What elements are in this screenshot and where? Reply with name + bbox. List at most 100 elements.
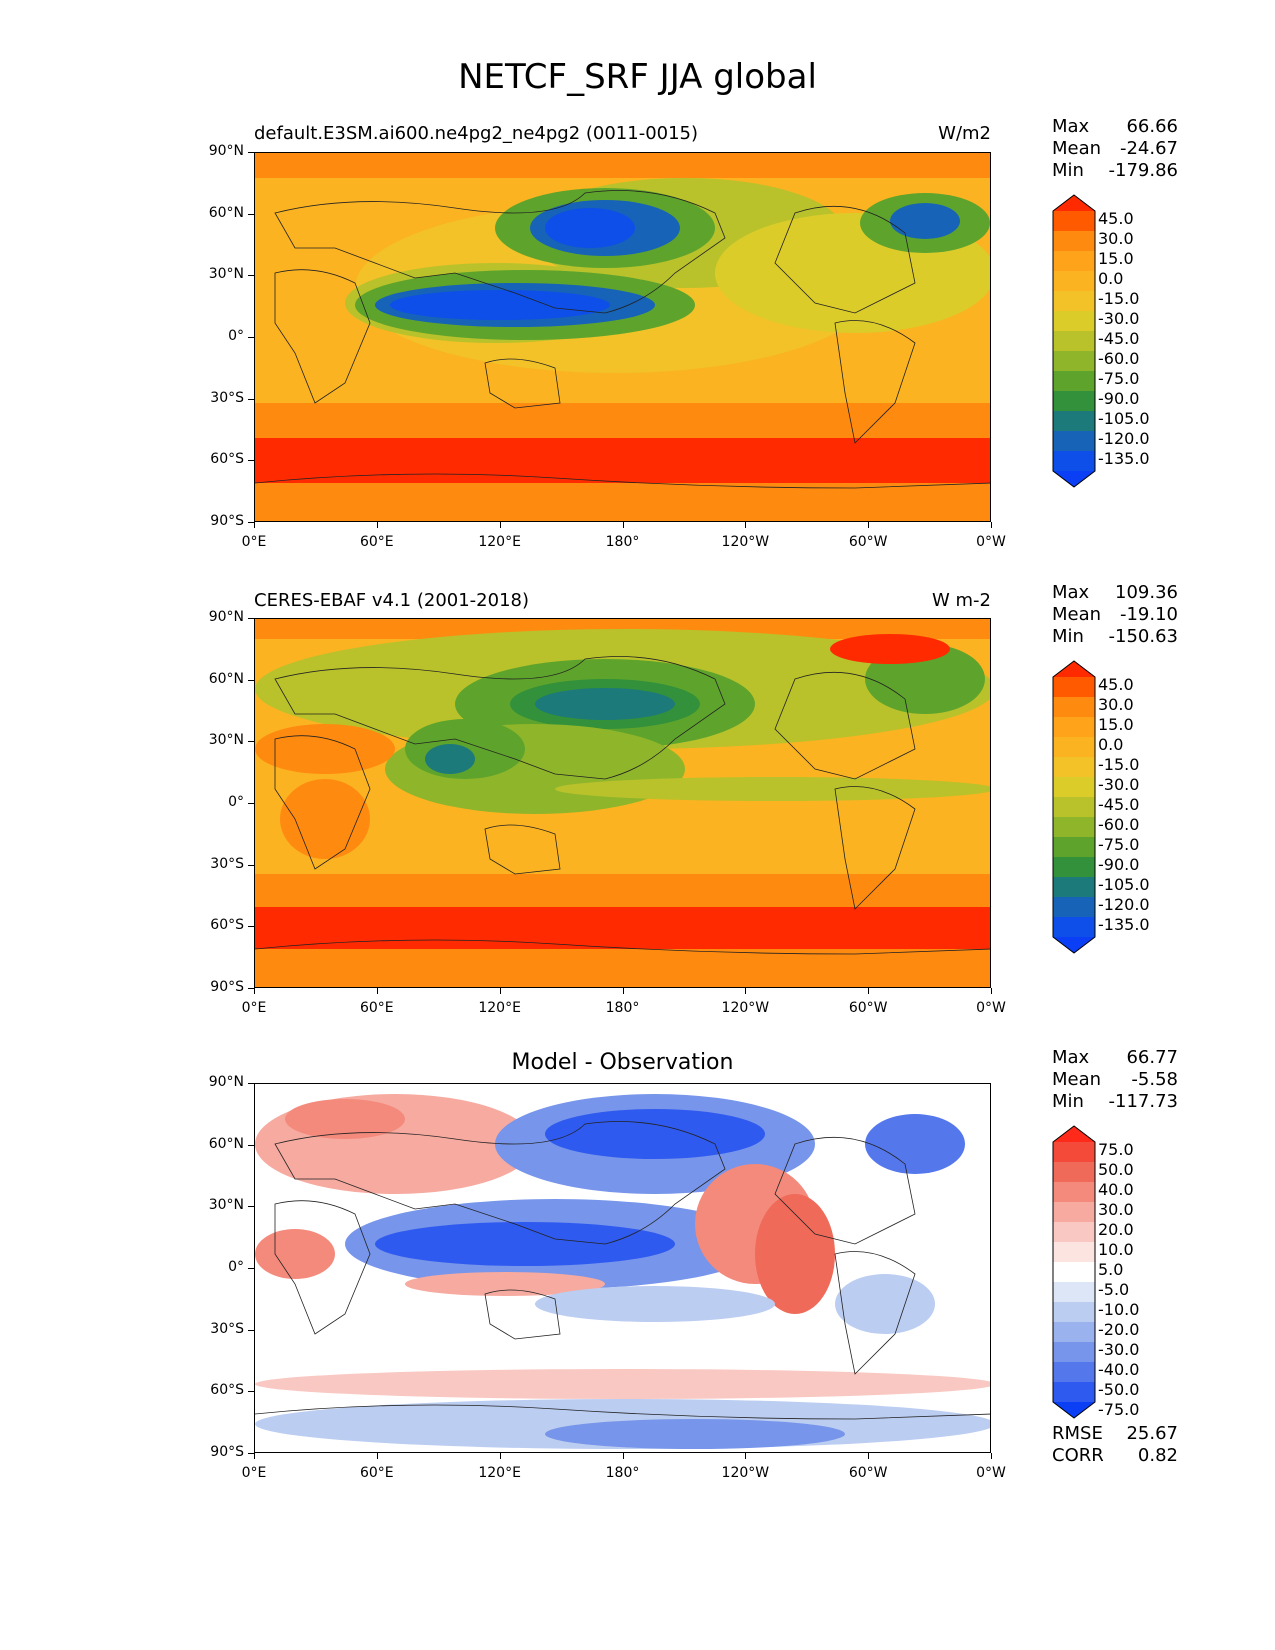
colorbar-tick-label: -45.0 bbox=[1098, 795, 1140, 814]
colorbar-tick-label: -75.0 bbox=[1098, 835, 1140, 854]
panel-title: Model - Observation bbox=[511, 1050, 734, 1075]
lat-tick bbox=[248, 1083, 254, 1084]
lat-tick-label: 0° bbox=[228, 328, 244, 344]
lat-tick bbox=[248, 803, 254, 804]
colorbar-tick-label: -120.0 bbox=[1098, 429, 1150, 448]
colorbar-segment bbox=[1053, 1362, 1095, 1383]
lat-tick bbox=[248, 741, 254, 743]
lon-tick bbox=[376, 1453, 378, 1459]
lat-tick bbox=[248, 1391, 254, 1393]
colorbar-tick-label: -40.0 bbox=[1098, 1360, 1140, 1379]
colorbar-segment bbox=[1053, 231, 1095, 252]
lat-tick bbox=[248, 152, 254, 153]
colorbar-tick-label: -60.0 bbox=[1098, 349, 1140, 368]
colorbar-segment bbox=[1053, 897, 1095, 918]
lat-tick-label: 90°N bbox=[208, 609, 244, 625]
lon-tick-label: 0°E bbox=[241, 1465, 267, 1481]
colorbar-segment bbox=[1053, 1342, 1095, 1363]
lat-tick bbox=[248, 337, 254, 338]
lat-tick bbox=[248, 398, 254, 400]
stat-value: -19.10 bbox=[1119, 604, 1178, 625]
stat-value: -117.73 bbox=[1108, 1091, 1178, 1112]
stat-label: Max bbox=[1052, 582, 1090, 603]
colorbar bbox=[1052, 1125, 1096, 1419]
lon-tick-label: 120°E bbox=[478, 1465, 521, 1481]
lon-tick bbox=[499, 1453, 501, 1459]
lat-tick-label: 30°S bbox=[210, 389, 244, 406]
colorbar-tick-label: 45.0 bbox=[1098, 675, 1134, 694]
colorbar-extend-min bbox=[1053, 937, 1095, 953]
lon-tick-label: 120°W bbox=[721, 1000, 770, 1016]
lat-tick-label: 60°S bbox=[210, 1382, 244, 1399]
colorbar-tick-label: -50.0 bbox=[1098, 1380, 1140, 1399]
colorbar-tick-label: 50.0 bbox=[1098, 1160, 1134, 1179]
lon-tick bbox=[868, 522, 870, 528]
colorbar-outline bbox=[1052, 660, 1096, 954]
footer-stat-row: CORR 0.82 bbox=[1052, 1445, 1178, 1467]
stat-label: Mean bbox=[1052, 604, 1102, 625]
colorbar-segment bbox=[1053, 1142, 1095, 1163]
stat-value: 109.36 bbox=[1115, 582, 1178, 603]
stats-block: Max 109.36 Mean -19.10 Min -150.63 bbox=[1052, 582, 1178, 648]
colorbar-segment bbox=[1053, 857, 1095, 878]
colorbar-tick-label: -90.0 bbox=[1098, 389, 1140, 408]
stat-label: Min bbox=[1052, 626, 1084, 647]
lon-tick bbox=[868, 988, 870, 994]
colorbar-tick-label: 40.0 bbox=[1098, 1180, 1134, 1199]
stats-block: Max 66.66 Mean -24.67 Min -179.86 bbox=[1052, 116, 1178, 182]
panel-title-left: CERES-EBAF v4.1 (2001-2018) bbox=[254, 590, 530, 611]
colorbar-segment bbox=[1053, 877, 1095, 898]
lon-tick bbox=[622, 522, 624, 528]
stat-label: Max bbox=[1052, 1047, 1090, 1068]
panel-title-left: default.E3SM.ai600.ne4pg2_ne4pg2 (0011-0… bbox=[254, 123, 699, 144]
lat-tick-label: 60°N bbox=[208, 204, 244, 221]
colorbar-tick-label: 30.0 bbox=[1098, 229, 1134, 248]
colorbar-segment bbox=[1053, 211, 1095, 232]
footer-stats: RMSE 25.67 CORR 0.82 bbox=[1052, 1423, 1178, 1467]
colorbar-extend-max bbox=[1053, 195, 1095, 211]
colorbar-segment bbox=[1053, 697, 1095, 718]
lat-tick-label: 30°N bbox=[208, 1197, 244, 1214]
colorbar-tick-label: 5.0 bbox=[1098, 1260, 1124, 1279]
stat-label: Mean bbox=[1052, 138, 1102, 159]
lon-tick bbox=[745, 988, 747, 994]
footer-stat-label: CORR bbox=[1052, 1445, 1104, 1466]
lon-tick-label: 120°E bbox=[478, 1000, 521, 1016]
footer-stat-value: 0.82 bbox=[1137, 1445, 1178, 1466]
colorbar-segment bbox=[1053, 1302, 1095, 1323]
stat-value: -24.67 bbox=[1119, 138, 1178, 159]
panel-difference: Model - Observation bbox=[0, 0, 1275, 1453]
footer-stat-value: 25.67 bbox=[1126, 1423, 1178, 1444]
colorbar-tick-label: 30.0 bbox=[1098, 1200, 1134, 1219]
colorbar-tick-label: 15.0 bbox=[1098, 249, 1134, 268]
lon-tick-label: 0°E bbox=[241, 1000, 267, 1016]
lat-tick bbox=[248, 1206, 254, 1208]
lon-tick-label: 0°W bbox=[976, 1000, 1006, 1016]
lat-tick-label: 60°N bbox=[208, 670, 244, 687]
colorbar-tick-label: -105.0 bbox=[1098, 409, 1150, 428]
colorbar-segment bbox=[1053, 1202, 1095, 1223]
lon-tick-label: 120°W bbox=[721, 1465, 770, 1481]
lat-tick bbox=[248, 988, 254, 989]
lat-tick-label: 30°N bbox=[208, 732, 244, 749]
lon-tick-label: 60°W bbox=[848, 1000, 888, 1016]
colorbar bbox=[1052, 194, 1096, 488]
lat-tick-label: 30°S bbox=[210, 855, 244, 872]
colorbar-tick-label: -5.0 bbox=[1098, 1280, 1130, 1299]
panel-observation: CERES-EBAF v4.1 (2001-2018) W m-2 bbox=[0, 0, 1275, 988]
colorbar-segment bbox=[1053, 331, 1095, 352]
colorbar-segment bbox=[1053, 351, 1095, 372]
colorbar-tick-label: -20.0 bbox=[1098, 1320, 1140, 1339]
colorbar-tick-label: -60.0 bbox=[1098, 815, 1140, 834]
lon-tick-label: 0°W bbox=[976, 534, 1006, 550]
colorbar-tick-label: 0.0 bbox=[1098, 735, 1124, 754]
stat-row: Mean -5.58 bbox=[1052, 1069, 1178, 1091]
stat-label: Max bbox=[1052, 116, 1090, 137]
map-plot bbox=[254, 618, 991, 988]
stat-value: 66.77 bbox=[1126, 1047, 1178, 1068]
lon-tick-label: 60°E bbox=[359, 1465, 394, 1481]
colorbar-segment bbox=[1053, 1222, 1095, 1243]
colorbar bbox=[1052, 660, 1096, 954]
lat-tick bbox=[248, 1268, 254, 1269]
lon-tick-label: 180° bbox=[605, 1000, 640, 1016]
